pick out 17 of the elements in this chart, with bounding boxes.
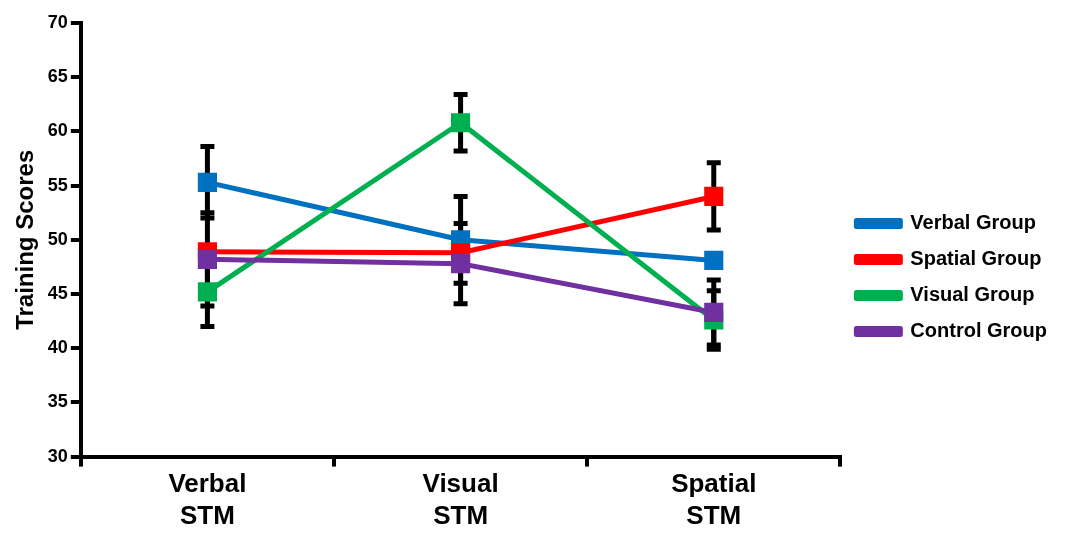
y-tick-label: 70: [47, 11, 68, 32]
x-tick-label: Verbal STM: [168, 468, 247, 530]
y-axis-title: Training Scores: [11, 149, 39, 330]
x-tick-label: Visual STM: [422, 468, 499, 530]
legend-label: Control Group: [910, 319, 1047, 342]
y-tick-label: 40: [47, 337, 68, 358]
y-tick-label: 30: [47, 445, 68, 466]
y-tick-label: 65: [47, 66, 68, 87]
legend-label: Verbal Group: [910, 211, 1036, 234]
y-tick-label: 55: [47, 174, 68, 195]
legend-label: Visual Group: [910, 283, 1035, 306]
y-tick-label: 35: [47, 391, 68, 412]
x-tick-label: Spatial STM: [671, 468, 757, 530]
y-tick-label: 60: [47, 120, 68, 141]
legend-label: Spatial Group: [910, 247, 1042, 270]
y-tick-label: 45: [47, 282, 68, 303]
y-tick-label: 50: [47, 228, 68, 249]
